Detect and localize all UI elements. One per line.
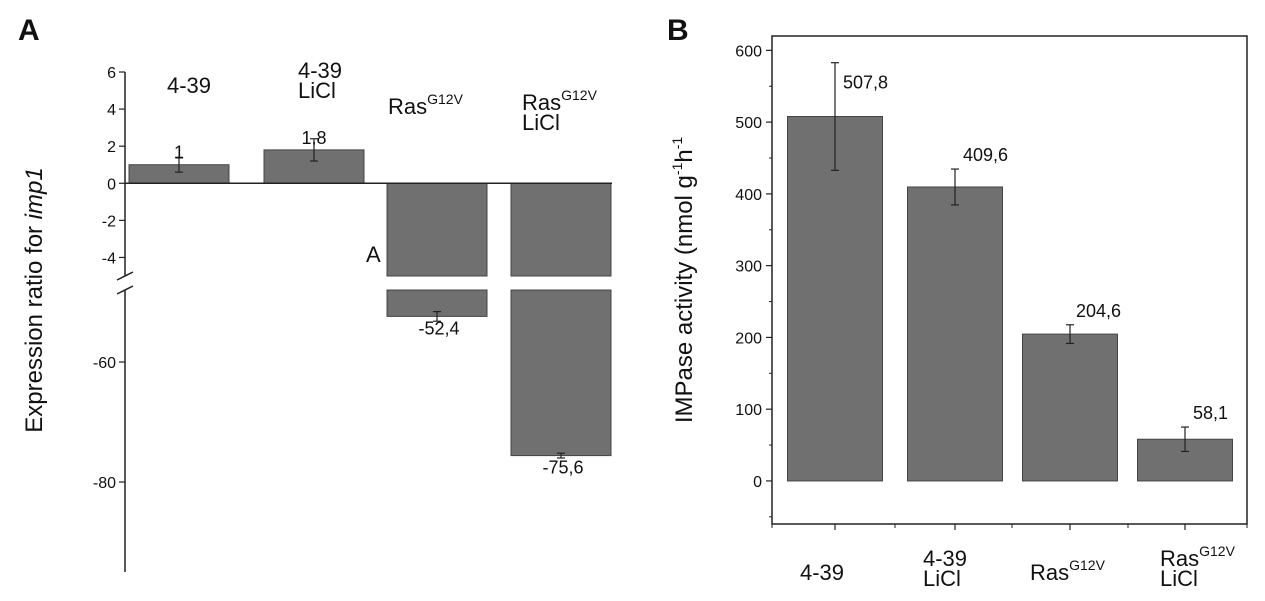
y-axis-title-a-italic: imp1 [21,167,48,219]
category-label-a-2-line2: LiCl [298,78,336,103]
axis-break-mark-1 [116,271,134,281]
category-label-b-3-main: Ras [1030,560,1069,585]
y-tick-label-a: 2 [107,139,116,156]
y-axis-title-a: Expression ratio for imp1 [21,167,48,432]
category-label-a-2-main: 4-39 [298,58,342,83]
data-label-b-1: 507,8 [843,73,888,93]
bar-b-2 [907,186,1003,482]
y-tick-label-b: 200 [735,330,762,347]
data-label-a-2: 1,8 [301,128,326,148]
category-label-b-2: 4-39 [923,546,967,571]
category-label-a-4: RasG12V [522,87,598,115]
category-label-a-3-sup: G12V [427,91,463,107]
y-tick-label-b: 0 [753,474,762,491]
panel-a-chart: 11,8-52,4-75,66420-2-4-60-804-394-39LiCl… [21,58,612,572]
category-label-a-4-main: Ras [522,90,561,115]
category-label-a-3-main: Ras [388,94,427,119]
category-label-b-4: RasG12V [1160,543,1236,571]
y-tick-label-a: -80 [93,475,116,492]
data-label-b-3: 204,6 [1076,301,1121,321]
bar-b-3 [1022,333,1118,482]
y-tick-label-a: 0 [107,176,116,193]
y-tick-label-a: -60 [93,355,116,372]
y-axis-title-b-text: IMPase activity (nmol g [671,175,698,423]
data-label-b-4: 58,1 [1193,403,1228,423]
data-label-a-3: -52,4 [418,318,459,338]
category-label-b-1-main: 4-39 [800,560,844,585]
category-label-b-3-sup: G12V [1069,557,1105,573]
category-label-b-4-main: Ras [1160,546,1199,571]
panel-a-letter: A [18,14,40,47]
y-axis-title-b-sup1: -1 [669,162,685,175]
panel-b-chart: 0 100 200 300 400 500 600 507,8 409,6 204,6 58,1 4-… [669,35,1248,591]
bar-a-4-upper [510,182,612,277]
annotation-a: A [366,242,381,267]
y-tick-label-b: 300 [735,259,762,276]
y-tick-label-b: 100 [735,402,762,419]
data-label-a-4: -75,6 [542,458,583,478]
y-tick-label-a: 4 [107,102,116,119]
y-tick-label-b: 500 [735,115,762,132]
y-tick-label-a: 6 [107,65,116,82]
axis-break-mark-2 [116,285,134,295]
y-axis-title-b-sup2: -1 [669,137,685,150]
y-tick-label-a: -2 [102,213,116,230]
category-label-a-1: 4-39 [167,73,211,98]
category-label-b-4-sup: G12V [1199,543,1235,559]
category-label-a-4-sup: G12V [561,87,597,103]
category-label-b-3: RasG12V [1030,557,1106,585]
category-label-b-2-line2: LiCl [923,566,961,591]
y-tick-label-b: 400 [735,187,762,204]
y-axis-title-b: IMPase activity (nmol g-1h-1 [669,137,698,424]
plot-frame-b [771,35,1248,525]
data-label-a-1: 1 [174,143,184,163]
bar-a-3-upper [386,182,488,277]
y-axis-title-b-h: h [671,149,698,162]
category-label-b-4-line2: LiCl [1160,566,1198,591]
category-label-a-4-line2: LiCl [522,110,560,135]
bar-a-4-lower [510,289,612,457]
data-label-b-2: 409,6 [963,145,1008,165]
category-label-b-1: 4-39 [800,560,844,585]
category-label-a-2: 4-39 [298,58,342,83]
bar-b-1 [787,116,883,482]
y-axis-title-a-text: Expression ratio for [21,219,48,432]
panel-b-letter: B [667,14,689,47]
category-label-a-3: RasG12V [388,91,464,119]
category-label-a-1-main: 4-39 [167,73,211,98]
y-tick-label-b: 600 [735,43,762,60]
y-tick-label-a: -4 [102,250,116,267]
category-label-b-2-main: 4-39 [923,546,967,571]
